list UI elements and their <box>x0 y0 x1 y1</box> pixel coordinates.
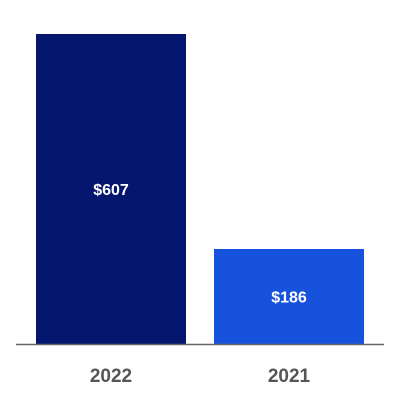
x-tick-label: 2022 <box>90 366 132 387</box>
value-label: $607 <box>93 182 129 199</box>
value-label: $186 <box>271 290 307 307</box>
bar <box>214 249 364 344</box>
bar <box>36 34 186 344</box>
x-tick-label: 2021 <box>268 366 311 387</box>
